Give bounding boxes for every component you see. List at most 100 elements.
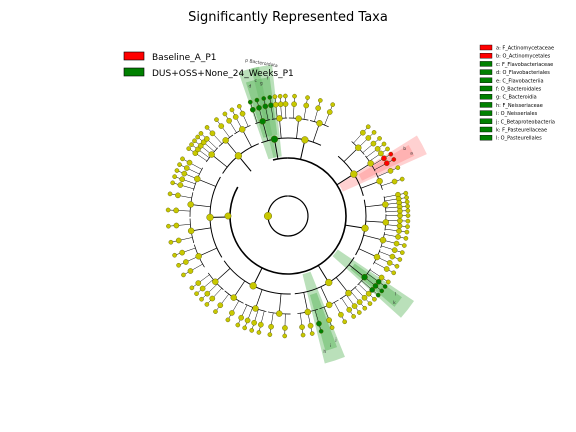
family-node [283, 93, 288, 99]
root-node [264, 211, 273, 220]
class-node [382, 201, 389, 208]
order-node [175, 192, 181, 199]
class-node [276, 115, 283, 122]
family-node [204, 125, 210, 130]
class-node [379, 236, 387, 244]
class-edge [262, 121, 269, 141]
clade-letter: f [267, 76, 269, 82]
phylum-node [270, 135, 279, 143]
leaf-edge [279, 96, 282, 119]
leaf-edge [200, 133, 218, 149]
leaf-edge [263, 98, 269, 121]
family-node [382, 284, 388, 289]
family-node [394, 263, 400, 269]
order-node [338, 311, 344, 318]
order-node [203, 136, 210, 142]
leaf-edge [182, 158, 202, 170]
family-node [329, 325, 335, 330]
family-node [405, 203, 410, 209]
order-node [187, 268, 194, 274]
phylum-node [325, 278, 333, 287]
class-edge [365, 204, 386, 208]
order-node [375, 278, 382, 285]
family-node [267, 95, 273, 100]
family-node [194, 291, 199, 296]
family-node [225, 317, 231, 323]
family-node [213, 309, 218, 314]
root-ring [267, 195, 309, 237]
phylum-node [234, 152, 242, 160]
class-node [212, 278, 219, 285]
order-node [365, 290, 372, 297]
order-node [378, 150, 384, 157]
family-node [172, 252, 177, 258]
order-node [346, 306, 353, 313]
leaf-edge [284, 313, 286, 336]
class-node [326, 301, 333, 309]
family-node [381, 141, 387, 147]
group-legend-swatch [123, 67, 145, 77]
class-edge [303, 292, 309, 313]
family-node [404, 195, 409, 200]
class-node [382, 219, 389, 226]
family-node [176, 262, 181, 268]
order-node [226, 117, 232, 124]
order-node [268, 323, 274, 330]
order-node [204, 290, 211, 297]
family-node [247, 99, 253, 105]
class-node [195, 253, 202, 260]
kingdom-ring [229, 157, 347, 275]
leaf-edge [371, 153, 391, 166]
leaf-edge [206, 288, 222, 305]
leaf-edge [216, 119, 230, 138]
leaf-edge [385, 219, 408, 222]
order-node [370, 140, 377, 147]
order-node [195, 280, 202, 286]
family-node [222, 111, 228, 117]
class-node [376, 177, 383, 185]
clade-legend-swatch [479, 53, 493, 59]
phylum-node [206, 213, 214, 221]
order-node [374, 145, 381, 152]
family-node [199, 296, 204, 302]
family-node [174, 168, 180, 173]
leaf-edge [227, 300, 240, 320]
leaf-edge [381, 245, 403, 253]
order-node [183, 259, 189, 265]
family-node [342, 319, 347, 325]
order-node [229, 310, 235, 316]
family-node [195, 134, 200, 140]
leaf-edge [293, 96, 295, 119]
leaf-edge [174, 247, 196, 256]
group-legend-label: Baseline_A_P1 [152, 53, 216, 63]
family-node [402, 243, 407, 248]
family-node [235, 322, 241, 328]
class-node [222, 137, 229, 144]
class-edge [312, 123, 320, 143]
family-node [186, 146, 192, 151]
order-node [391, 178, 398, 185]
class-node [316, 120, 323, 127]
order-node [273, 101, 279, 108]
family-node [371, 130, 377, 135]
order-node [397, 217, 403, 224]
order-node [177, 182, 184, 188]
leaf-edge [384, 234, 406, 239]
class-edge [215, 268, 231, 282]
clade-letter: l [395, 292, 396, 298]
order-node [186, 159, 193, 166]
order-node [361, 294, 368, 301]
leaf-edge [244, 307, 253, 329]
family-node [375, 292, 381, 298]
class-edge [363, 234, 384, 241]
family-node [403, 236, 409, 241]
family-node [309, 331, 315, 336]
leaf-edge [206, 127, 223, 144]
clade-legend-label: f: O_Bacteroidales [496, 87, 542, 93]
class-edge [348, 264, 365, 278]
order-node [395, 234, 401, 240]
clade-legend-swatch [479, 85, 493, 92]
family-node [395, 165, 401, 170]
clade-legend-label: i: O_Neisseriales [496, 111, 538, 117]
